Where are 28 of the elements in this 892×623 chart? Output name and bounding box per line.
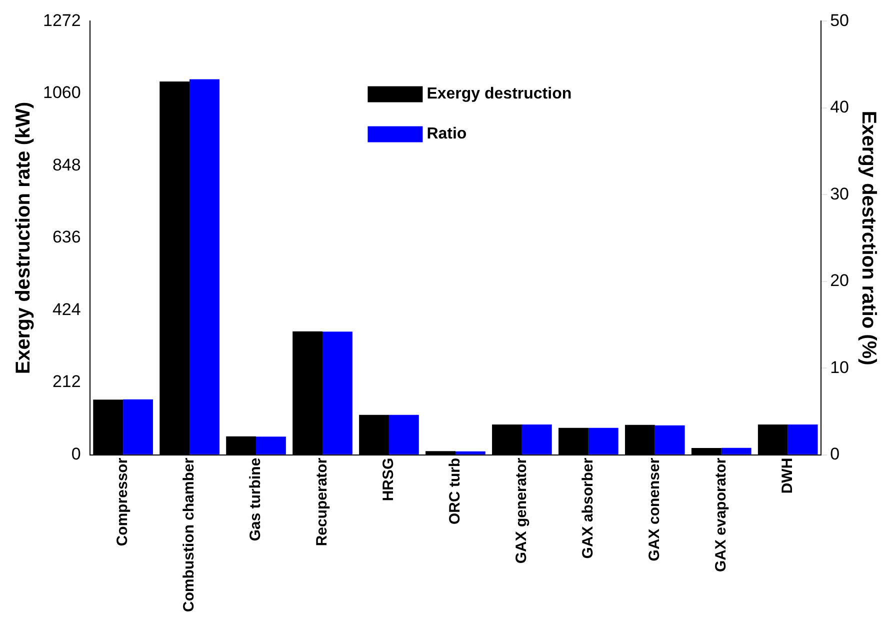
y2-tick-label: 40 <box>830 98 850 117</box>
y-tick-label: 424 <box>52 300 81 319</box>
y2-axis-title: Exergy destrction ratio (%) <box>857 110 880 366</box>
y2-tick-label: 30 <box>830 184 850 204</box>
y2-tick-label: 0 <box>830 444 840 464</box>
x-tick-label: Recuperator <box>314 458 331 546</box>
x-tick-label: Compressor <box>114 458 132 546</box>
y-tick-label: 636 <box>52 228 81 247</box>
x-tick-label: Gas turbine <box>247 458 264 542</box>
x-tick-label: Combustion chamber <box>180 458 198 612</box>
x-tick-label: GAX generator <box>513 458 530 564</box>
y2-tick-label: 50 <box>830 10 850 30</box>
x-tick-label: GAX evaporator <box>712 458 730 572</box>
y2-tick-label: 10 <box>830 358 850 377</box>
x-tick-label: HRSG <box>380 458 398 502</box>
x-tick-label: DWH <box>778 458 796 494</box>
legend-label: Exergy destruction <box>426 86 572 103</box>
x-tick-label: GAX absorber <box>580 458 597 559</box>
y-tick-label: 1272 <box>42 10 81 30</box>
y-tick-label: 848 <box>52 155 81 174</box>
y2-tick-label: 20 <box>830 271 850 290</box>
x-tick-label: GAX conenser <box>646 458 664 562</box>
y-tick-label: 212 <box>52 372 81 392</box>
y-axis-title: Exergy destruction rate (kW) <box>12 102 35 374</box>
legend-label: Ratio <box>426 126 467 143</box>
y-tick-label: 1060 <box>42 83 81 102</box>
x-tick-label: ORC turb <box>446 458 464 524</box>
y-tick-label: 0 <box>71 444 81 464</box>
